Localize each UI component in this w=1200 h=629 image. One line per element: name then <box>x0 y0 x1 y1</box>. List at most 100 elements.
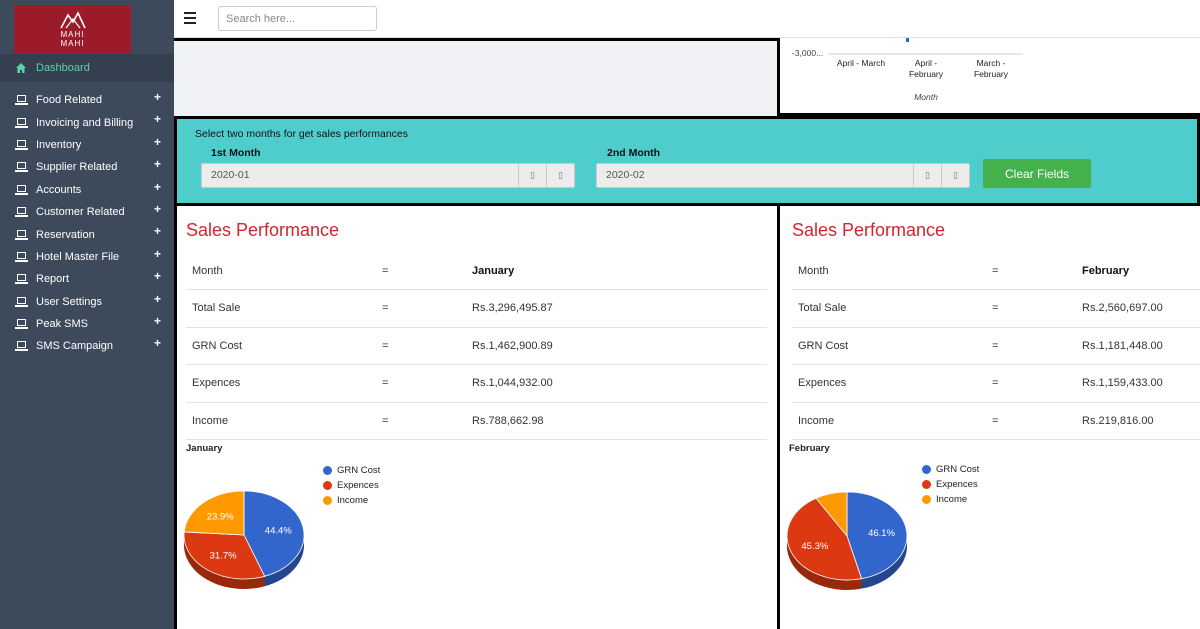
row-label: Income <box>792 402 992 440</box>
pie-chart-svg: 46.1% 45.3% <box>786 491 908 590</box>
legend-swatch <box>922 495 931 504</box>
sidebar-item-accounts[interactable]: Accounts + <box>0 179 174 201</box>
expand-icon[interactable]: + <box>154 224 162 239</box>
calendar-icon[interactable]: ▯ <box>913 164 941 187</box>
expand-icon[interactable]: + <box>154 157 162 172</box>
top-bar <box>174 0 1200 38</box>
legend-swatch <box>323 481 332 490</box>
sidebar-item-label: Report <box>36 273 70 286</box>
pie-slice-grn-cost[interactable] <box>846 491 908 580</box>
row-value: Rs.788,662.98 <box>472 402 767 440</box>
search-input[interactable] <box>218 6 377 31</box>
expand-icon[interactable]: + <box>154 179 162 194</box>
logo-text-line2: MAHI <box>60 38 85 48</box>
sidebar-item-label: User Settings <box>36 295 103 308</box>
laptop-icon <box>15 117 28 128</box>
legend-label: Expences <box>936 479 978 490</box>
expand-icon[interactable]: + <box>154 134 162 149</box>
row-equals: = <box>992 402 1082 440</box>
legend-label: GRN Cost <box>337 465 381 476</box>
clear-date-icon[interactable]: ▯ <box>546 164 574 187</box>
menu-toggle-icon[interactable] <box>184 12 196 24</box>
row-equals: = <box>382 252 472 290</box>
expand-icon[interactable]: + <box>154 90 162 104</box>
row-equals: = <box>382 402 472 440</box>
clear-fields-button[interactable]: Clear Fields <box>983 159 1091 188</box>
laptop-icon <box>15 184 28 195</box>
sales-performance-card-left: Sales Performance Month = January Total Sal… <box>174 206 780 629</box>
sidebar-item-customer-related[interactable]: Customer Related + <box>0 201 174 223</box>
logo-text-line1: MAHI <box>60 29 85 39</box>
laptop-icon <box>15 341 28 352</box>
table-row: Month = January <box>186 252 767 290</box>
logo[interactable]: MAHI MAHI <box>14 5 131 53</box>
pie-slice-income[interactable] <box>815 491 848 538</box>
sidebar: MAHI MAHI Dashboard Food Related + Invoici… <box>0 0 174 629</box>
top-left-panel <box>174 38 780 116</box>
sidebar-item-label: Invoicing and Billing <box>36 116 134 129</box>
row-value: Rs.1,462,900.89 <box>472 327 767 365</box>
row-label: Month <box>186 252 382 290</box>
second-month-field[interactable]: 2020-02 ▯ ▯ <box>596 163 970 188</box>
pie-slice-grn-cost[interactable] <box>243 490 305 577</box>
row-label: GRN Cost <box>792 327 992 365</box>
sidebar-item-report[interactable]: Report + <box>0 268 174 290</box>
x-tick-label: April -February <box>909 58 944 79</box>
legend-swatch <box>323 496 332 505</box>
expand-icon[interactable]: + <box>154 269 162 284</box>
table-row: Expences = Rs.1,044,932.00 <box>186 364 767 403</box>
legend-swatch <box>922 465 931 474</box>
expand-icon[interactable]: + <box>154 246 162 261</box>
laptop-icon <box>15 207 28 218</box>
expand-icon[interactable]: + <box>154 201 162 216</box>
sidebar-item-dashboard[interactable]: Dashboard <box>0 54 174 82</box>
expand-icon[interactable]: + <box>154 313 162 328</box>
pie-title: January <box>186 443 223 454</box>
legend-label: GRN Cost <box>936 464 980 475</box>
y-tick-label: -3,000... <box>792 48 823 58</box>
table-row: Total Sale = Rs.3,296,495.87 <box>186 289 767 328</box>
sidebar-item-sms-campaign[interactable]: SMS Campaign + <box>0 335 174 357</box>
sidebar-item-inventory[interactable]: Inventory + <box>0 134 174 156</box>
row-value: Rs.1,044,932.00 <box>472 364 767 403</box>
legend-label: Income <box>337 495 369 506</box>
sidebar-item-label: Supplier Related <box>36 161 118 174</box>
sidebar-item-label: Food Related <box>36 94 103 107</box>
table-row: Income = Rs.219,816.00 <box>792 402 1200 440</box>
expand-icon[interactable]: + <box>154 112 162 127</box>
row-equals: = <box>382 364 472 403</box>
pie-data-label: 46.1% <box>868 528 895 539</box>
pie-slice-expences[interactable] <box>183 531 266 580</box>
first-month-field[interactable]: 2020-01 ▯ ▯ <box>201 163 575 188</box>
performance-table: Month = January Total Sale = Rs.3,296,495.87 G… <box>186 252 767 440</box>
table-row: GRN Cost = Rs.1,462,900.89 <box>186 327 767 365</box>
expand-icon[interactable]: + <box>154 291 162 306</box>
second-month-value[interactable]: 2020-02 <box>606 169 645 181</box>
laptop-icon <box>15 95 28 106</box>
table-row: Month = February <box>792 252 1200 290</box>
sidebar-item-user-settings[interactable]: User Settings + <box>0 291 174 313</box>
legend-item: Expences <box>323 478 380 493</box>
card-title: Sales Performance <box>186 220 340 240</box>
pie-slice-expences[interactable] <box>786 497 863 581</box>
first-month-value[interactable]: 2020-01 <box>211 169 250 181</box>
pie-slice-income[interactable] <box>183 490 245 536</box>
sidebar-item-reservation[interactable]: Reservation + <box>0 223 174 245</box>
legend-swatch <box>323 466 332 475</box>
pie-title: February <box>789 443 830 454</box>
sidebar-item-peak-sms[interactable]: Peak SMS + <box>0 313 174 335</box>
row-equals: = <box>992 289 1082 328</box>
mountain-logo-icon <box>59 10 86 28</box>
laptop-icon <box>15 139 28 150</box>
sidebar-item-label: Peak SMS <box>36 318 88 331</box>
expand-icon[interactable]: + <box>154 336 162 351</box>
sidebar-item-hotel-master-file[interactable]: Hotel Master File + <box>0 246 174 268</box>
sidebar-item-invoicing-and-billing[interactable]: Invoicing and Billing + <box>0 111 174 133</box>
table-row: Total Sale = Rs.2,560,697.00 <box>792 289 1200 328</box>
sidebar-item-food-related[interactable]: Food Related + <box>0 89 174 111</box>
clear-date-icon[interactable]: ▯ <box>941 164 969 187</box>
calendar-icon[interactable]: ▯ <box>518 164 546 187</box>
sidebar-item-supplier-related[interactable]: Supplier Related + <box>0 156 174 178</box>
bar-mark <box>906 38 909 42</box>
laptop-icon <box>15 319 28 330</box>
